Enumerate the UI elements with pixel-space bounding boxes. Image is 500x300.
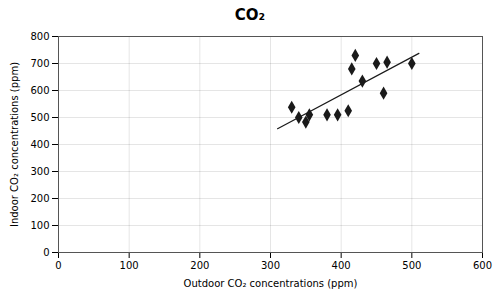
svg-text:500: 500 xyxy=(30,112,49,123)
svg-text:100: 100 xyxy=(120,260,139,271)
svg-text:300: 300 xyxy=(261,260,280,271)
svg-text:Outdoor CO₂ concentrations (pp: Outdoor CO₂ concentrations (ppm) xyxy=(184,278,358,289)
svg-text:600: 600 xyxy=(30,85,49,96)
svg-text:Indoor CO₂ concentrations (ppm: Indoor CO₂ concentrations (ppm) xyxy=(9,62,20,227)
html-text:CO₂: CO₂ xyxy=(234,6,266,24)
svg-text:100: 100 xyxy=(30,220,49,231)
svg-text:0: 0 xyxy=(43,247,49,258)
svg-text:400: 400 xyxy=(332,260,351,271)
svg-text:800: 800 xyxy=(30,31,49,42)
svg-text:0: 0 xyxy=(55,260,61,271)
svg-text:700: 700 xyxy=(30,58,49,69)
svg-text:400: 400 xyxy=(30,139,49,150)
svg-text:200: 200 xyxy=(190,260,209,271)
svg-text:500: 500 xyxy=(402,260,421,271)
svg-text:200: 200 xyxy=(30,193,49,204)
svg-text:300: 300 xyxy=(30,166,49,177)
svg-text:600: 600 xyxy=(473,260,492,271)
